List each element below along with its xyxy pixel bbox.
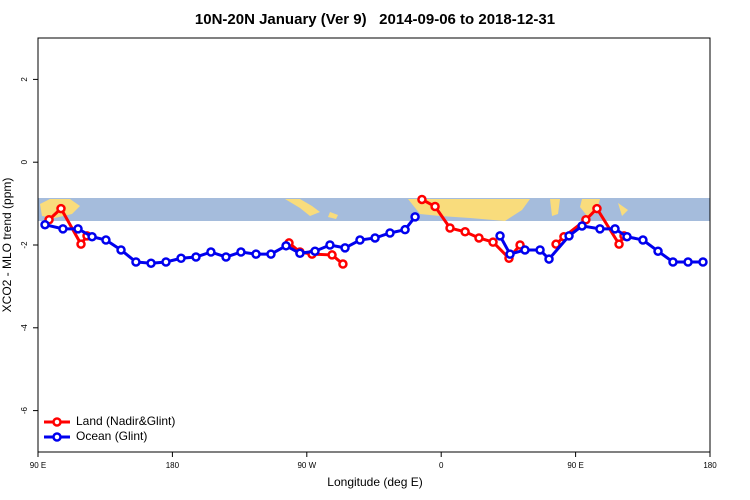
legend-marker (52, 432, 62, 442)
x-tick-label: 180 (703, 461, 717, 470)
point (73, 224, 83, 234)
point (281, 241, 291, 251)
legend-label: Land (Nadir&Glint) (76, 414, 175, 428)
point (495, 231, 505, 241)
point (577, 221, 587, 231)
point (116, 245, 126, 255)
point (544, 254, 554, 264)
point (221, 252, 231, 262)
point (668, 257, 678, 267)
point (410, 212, 420, 222)
point (340, 243, 350, 253)
point (474, 233, 484, 243)
point (400, 224, 410, 235)
point (146, 258, 156, 268)
point (101, 235, 111, 245)
point (355, 235, 365, 245)
point (430, 201, 440, 212)
point (614, 239, 624, 249)
x-tick-label: 90 W (297, 461, 316, 470)
point (520, 245, 530, 255)
y-axis-label: XCO2 - MLO trend (ppm) (0, 178, 14, 313)
point (236, 247, 246, 257)
legend-marker (52, 417, 62, 427)
point (698, 257, 708, 267)
point (535, 245, 545, 255)
point (488, 237, 498, 247)
point (161, 257, 171, 267)
y-tick-label: -4 (20, 324, 29, 332)
point (206, 247, 216, 257)
point (370, 233, 380, 243)
point (564, 231, 574, 241)
y-tick-label: -2 (20, 241, 29, 249)
point (310, 246, 320, 256)
x-tick-label: 0 (439, 461, 444, 470)
point (622, 231, 632, 242)
y-tick-label: -6 (20, 406, 29, 414)
point (653, 246, 663, 256)
x-tick-label: 90 E (30, 461, 46, 470)
x-tick-label: 90 E (567, 461, 583, 470)
y-tick-label: 0 (20, 159, 29, 164)
point (445, 223, 455, 233)
point (76, 239, 86, 249)
point (58, 224, 68, 234)
point (595, 224, 605, 234)
point (40, 219, 50, 230)
point (131, 257, 141, 267)
point (385, 228, 395, 238)
point (176, 253, 186, 263)
point (251, 249, 261, 259)
point (338, 259, 348, 269)
x-axis-label: Longitude (deg E) (327, 475, 422, 489)
map-strip (38, 198, 710, 221)
point (460, 227, 470, 237)
point (327, 250, 337, 260)
point (683, 257, 693, 267)
point (266, 249, 276, 259)
legend-label: Ocean (Glint) (76, 429, 147, 443)
point (610, 224, 620, 234)
x-tick-label: 180 (166, 461, 180, 470)
point (191, 252, 201, 262)
y-tick-label: 2 (20, 77, 29, 82)
point (638, 235, 648, 245)
point (417, 194, 427, 205)
point (87, 231, 97, 242)
point (592, 203, 602, 214)
point (325, 240, 335, 250)
point (56, 203, 66, 214)
point (505, 249, 515, 259)
point (295, 248, 305, 259)
point (551, 239, 561, 249)
chart-title: 10N-20N January (Ver 9) 2014-09-06 to 20… (195, 11, 555, 28)
